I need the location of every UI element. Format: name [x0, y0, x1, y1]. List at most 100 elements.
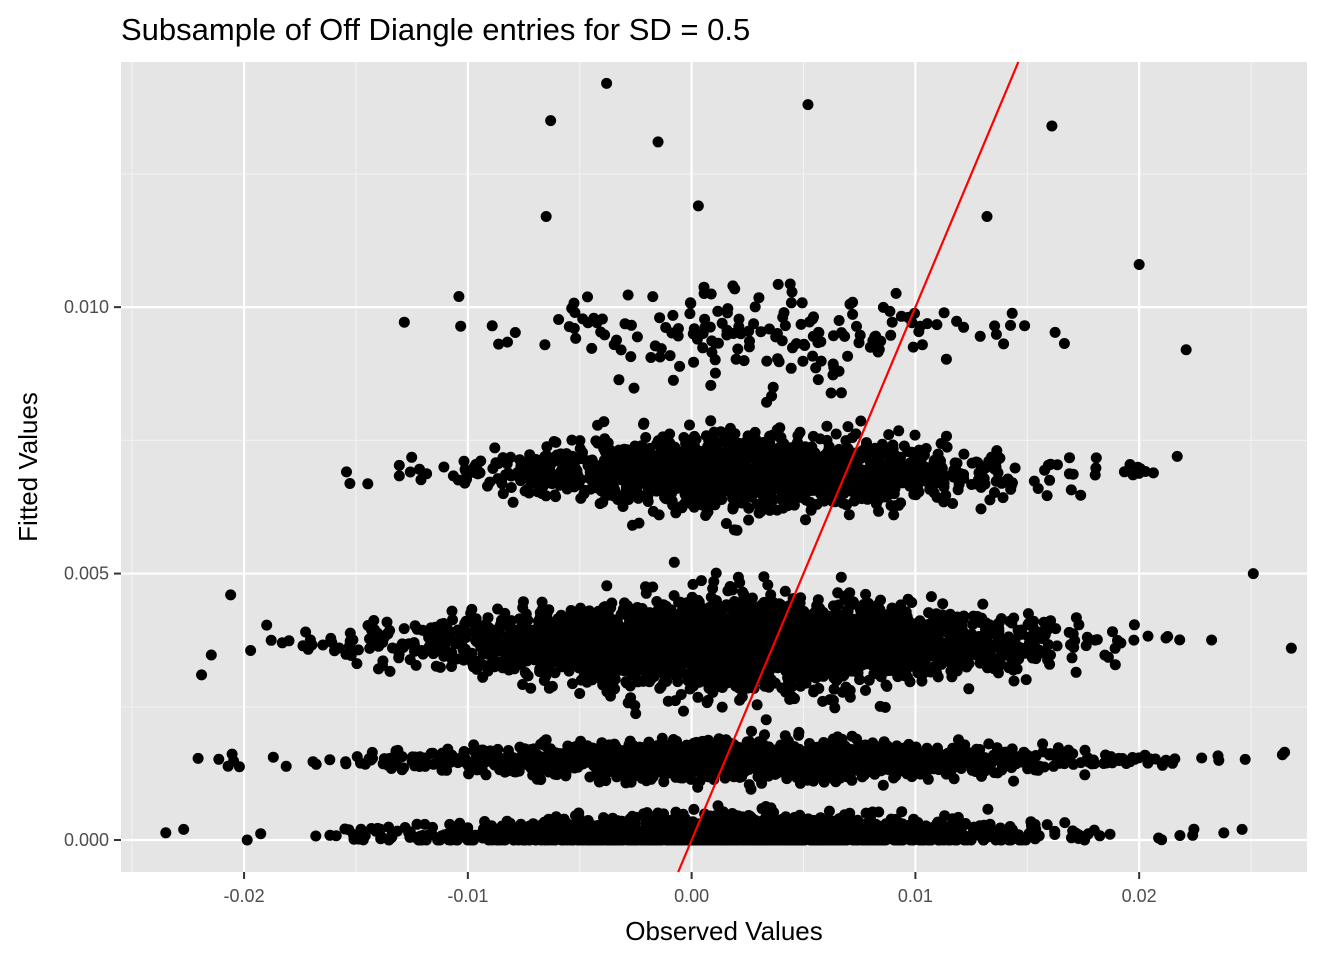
data-point	[205, 649, 217, 661]
data-point	[404, 831, 416, 843]
data-point	[640, 831, 652, 843]
data-point	[1044, 748, 1056, 760]
data-point	[758, 739, 770, 751]
data-point	[654, 758, 666, 769]
data-point	[815, 812, 827, 824]
data-point	[670, 771, 682, 783]
data-point	[663, 747, 675, 759]
data-point	[420, 834, 432, 846]
data-point	[950, 743, 962, 755]
data-point	[1142, 757, 1154, 769]
data-point	[947, 813, 959, 825]
data-point	[677, 808, 689, 820]
data-point	[664, 763, 676, 775]
data-point	[828, 833, 840, 845]
data-point	[391, 825, 403, 837]
data-point	[841, 816, 853, 828]
data-point	[850, 834, 862, 846]
data-point	[647, 581, 659, 593]
data-point	[1049, 825, 1061, 837]
data-point	[1067, 748, 1079, 760]
data-point	[1129, 753, 1141, 765]
data-point	[1212, 750, 1224, 762]
data-point	[1239, 753, 1251, 765]
data-point	[531, 751, 543, 763]
data-point	[510, 766, 522, 778]
data-point	[446, 605, 458, 617]
data-point	[728, 747, 740, 759]
data-point	[1020, 674, 1032, 686]
data-point	[265, 634, 277, 646]
data-point	[1008, 675, 1020, 687]
data-point	[1052, 742, 1064, 754]
data-point	[589, 823, 601, 835]
data-point	[678, 833, 690, 845]
data-point	[1187, 829, 1199, 841]
data-point	[752, 771, 764, 783]
data-point	[451, 834, 463, 846]
data-point	[192, 752, 204, 764]
data-point	[668, 834, 680, 846]
data-point	[376, 831, 388, 843]
data-point	[925, 755, 937, 767]
data-point	[626, 752, 638, 764]
data-point	[668, 590, 680, 602]
data-point	[1088, 824, 1100, 836]
data-point	[716, 739, 728, 751]
data-point	[692, 781, 704, 793]
data-point	[963, 683, 975, 695]
data-point	[688, 803, 700, 815]
data-point	[860, 588, 872, 600]
data-point	[794, 754, 805, 765]
data-point	[999, 748, 1010, 760]
data-point	[695, 575, 707, 587]
data-point	[499, 834, 511, 846]
data-point	[576, 752, 587, 764]
data-point	[713, 814, 724, 826]
data-point	[280, 760, 292, 772]
data-point	[1174, 830, 1186, 841]
data-point	[567, 678, 578, 690]
data-point	[697, 821, 709, 833]
data-point	[1041, 819, 1053, 831]
data-point	[873, 806, 885, 818]
data-point	[881, 761, 893, 773]
data-point	[1026, 820, 1037, 832]
data-point	[909, 831, 921, 843]
data-point	[746, 812, 757, 824]
data-point	[827, 815, 839, 827]
data-point	[760, 714, 772, 726]
data-point	[787, 766, 799, 778]
data-point	[310, 758, 322, 770]
data-point	[624, 735, 636, 747]
data-point	[968, 829, 980, 841]
data-point	[921, 742, 933, 754]
data-point	[347, 634, 359, 646]
data-point	[722, 817, 734, 829]
data-point	[222, 760, 234, 772]
data-point	[861, 742, 873, 754]
data-point	[1206, 634, 1218, 646]
data-point	[749, 748, 760, 760]
data-point	[387, 759, 399, 771]
data-point	[731, 816, 743, 828]
data-point	[518, 828, 530, 840]
data-point	[310, 830, 322, 842]
data-point	[846, 774, 858, 786]
data-point	[343, 824, 355, 836]
data-point	[655, 812, 667, 824]
data-point	[561, 817, 573, 829]
data-point	[671, 735, 682, 747]
data-point	[535, 738, 547, 750]
data-point	[759, 729, 770, 741]
data-point	[549, 834, 561, 846]
data-point	[597, 759, 609, 771]
data-point	[596, 738, 608, 750]
data-point	[705, 834, 717, 846]
data-point	[1174, 634, 1186, 646]
data-point	[1104, 828, 1116, 840]
data-point	[890, 813, 902, 825]
data-point	[1100, 749, 1111, 761]
data-point	[610, 766, 622, 778]
data-point	[648, 820, 660, 832]
